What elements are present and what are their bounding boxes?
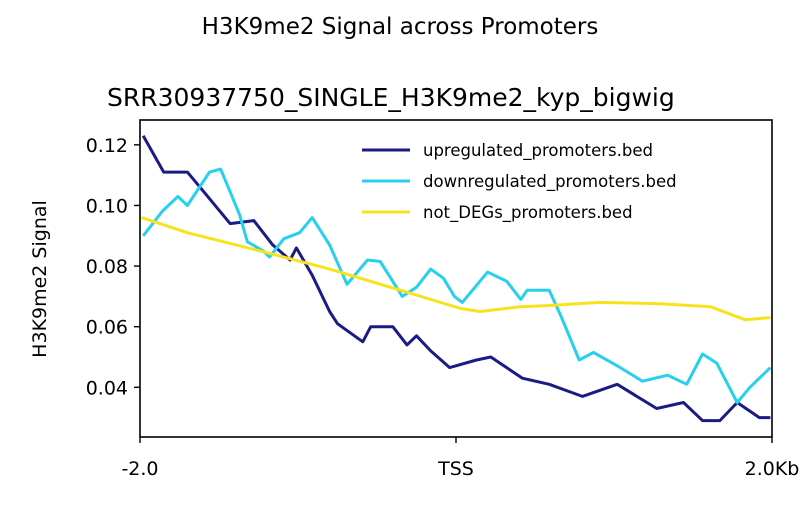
- legend-label: not_DEGs_promoters.bed: [423, 203, 633, 223]
- series-line-0: [141, 135, 771, 423]
- plot-area: [141, 135, 772, 423]
- y-axis: 0.04 0.06 0.08 0.10 0.12: [86, 135, 140, 399]
- x-tick-label: 2.0Kb: [745, 458, 800, 480]
- x-tick-label: TSS: [437, 458, 474, 480]
- y-tick-label: 0.04: [86, 377, 128, 399]
- y-tick-label: 0.10: [86, 195, 128, 217]
- y-tick-label: 0.08: [86, 256, 128, 278]
- x-axis: -2.0 TSS 2.0Kb: [121, 437, 799, 480]
- y-tick-label: 0.06: [86, 317, 128, 339]
- legend-label: upregulated_promoters.bed: [423, 141, 653, 161]
- legend: upregulated_promoters.bed downregulated_p…: [362, 141, 677, 223]
- series-line-2: [141, 216, 771, 322]
- plot-frame: [139, 119, 773, 438]
- y-axis-label: H3K9me2 Signal: [29, 200, 51, 358]
- chart-title: H3K9me2 Signal across Promoters: [202, 14, 599, 40]
- chart-subtitle: SRR30937750_SINGLE_H3K9me2_kyp_bigwig: [107, 83, 675, 112]
- x-tick-label: -2.0: [121, 458, 158, 480]
- legend-label: downregulated_promoters.bed: [423, 172, 677, 192]
- y-tick-label: 0.12: [86, 135, 128, 157]
- series-line-1: [142, 167, 772, 404]
